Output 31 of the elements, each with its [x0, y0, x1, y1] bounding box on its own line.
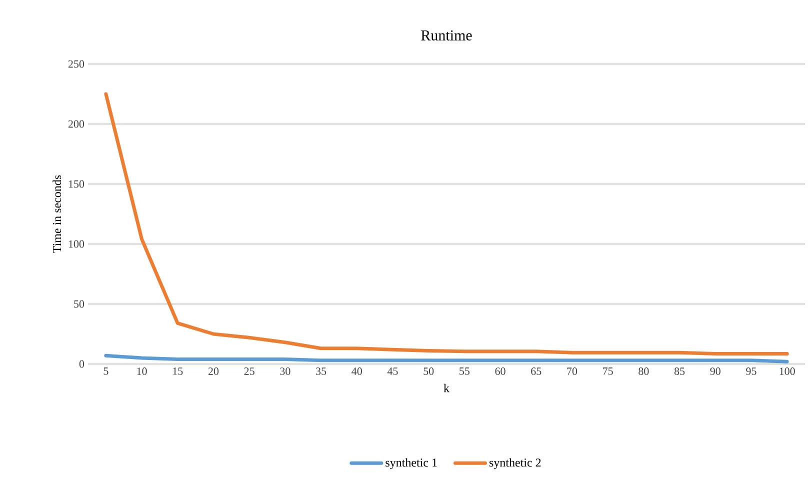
- x-tick-label: 60: [495, 368, 506, 375]
- x-tick-label: 65: [531, 368, 542, 375]
- y-tick-label: 150: [68, 180, 84, 188]
- legend-label: synthetic 1: [386, 458, 437, 470]
- x-tick-label: 80: [638, 368, 649, 375]
- legend-label: synthetic 2: [489, 458, 541, 470]
- x-tick-label: 50: [424, 368, 434, 375]
- x-tick-label: 100: [780, 368, 795, 375]
- x-tick-label: 90: [710, 368, 720, 375]
- x-tick-label: 95: [746, 368, 756, 375]
- y-tick-label: 100: [68, 240, 84, 248]
- x-tick-label: 55: [460, 368, 470, 375]
- y-tick-label: 50: [74, 300, 84, 308]
- y-axis-title: Time in seconds: [52, 175, 62, 253]
- x-tick-label: 15: [173, 368, 183, 375]
- x-tick-label: 40: [352, 368, 362, 375]
- x-tick-label: 10: [137, 368, 147, 375]
- y-tick-label: 250: [68, 60, 84, 68]
- y-tick-label: 200: [68, 120, 84, 128]
- x-tick-label: 45: [387, 368, 398, 375]
- x-tick-label: 5: [104, 368, 108, 375]
- chart-title: Runtime: [421, 30, 472, 40]
- x-tick-label: 30: [280, 368, 290, 375]
- x-tick-label: 25: [244, 368, 254, 375]
- x-tick-label: 75: [603, 368, 613, 375]
- x-tick-label: 35: [316, 368, 326, 375]
- x-axis-title: k: [444, 384, 450, 392]
- x-tick-label: 70: [567, 368, 578, 375]
- y-tick-label: 0: [79, 360, 84, 368]
- x-tick-label: 85: [674, 368, 685, 375]
- x-tick-label: 20: [208, 368, 219, 375]
